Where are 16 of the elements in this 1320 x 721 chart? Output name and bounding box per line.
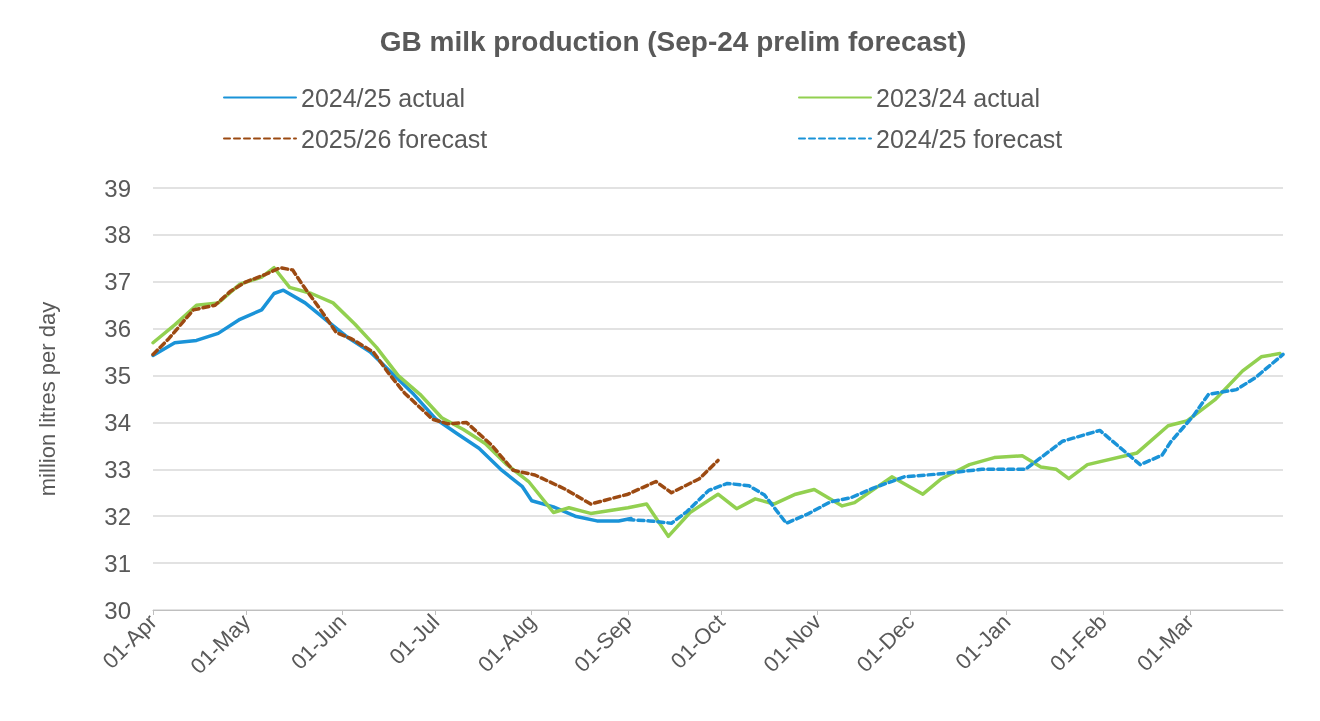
y-tick-label: 38 (104, 221, 131, 249)
y-tick-label: 36 (104, 315, 131, 343)
legend-label: 2025/26 forecast (301, 124, 488, 153)
line-series (151, 265, 720, 506)
y-tick-label: 35 (104, 362, 131, 390)
chart-title: GB milk production (Sep-24 prelim forecast) (379, 25, 967, 57)
y-tick-label: 34 (104, 408, 131, 436)
y-tick-label: 32 (104, 502, 131, 530)
y-tick-label: 39 (104, 174, 131, 202)
legend-label: 2023/24 actual (876, 83, 1041, 112)
y-tick-label: 37 (104, 268, 131, 296)
legend-label: 2024/25 forecast (876, 124, 1063, 153)
y-tick-label: 33 (104, 455, 131, 483)
y-axis-title: million litres per day (34, 301, 60, 497)
legend-label: 2024/25 actual (301, 83, 466, 112)
y-tick-label: 31 (104, 549, 131, 577)
